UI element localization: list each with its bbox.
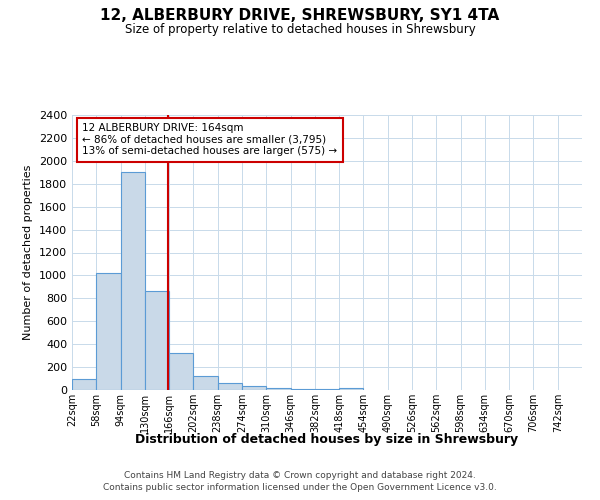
- Text: Size of property relative to detached houses in Shrewsbury: Size of property relative to detached ho…: [125, 22, 475, 36]
- Bar: [193, 376, 218, 390]
- Y-axis label: Number of detached properties: Number of detached properties: [23, 165, 34, 340]
- Bar: [96, 273, 121, 390]
- Bar: [121, 172, 145, 390]
- Bar: [145, 292, 169, 390]
- Bar: [72, 378, 96, 390]
- Text: 12 ALBERBURY DRIVE: 164sqm
← 86% of detached houses are smaller (3,795)
13% of s: 12 ALBERBURY DRIVE: 164sqm ← 86% of deta…: [82, 123, 337, 156]
- Bar: [266, 388, 290, 390]
- Bar: [169, 353, 193, 390]
- Text: Distribution of detached houses by size in Shrewsbury: Distribution of detached houses by size …: [136, 432, 518, 446]
- Bar: [339, 388, 364, 390]
- Text: Contains public sector information licensed under the Open Government Licence v3: Contains public sector information licen…: [103, 484, 497, 492]
- Bar: [218, 383, 242, 390]
- Bar: [242, 386, 266, 390]
- Text: Contains HM Land Registry data © Crown copyright and database right 2024.: Contains HM Land Registry data © Crown c…: [124, 471, 476, 480]
- Bar: [290, 389, 315, 390]
- Text: 12, ALBERBURY DRIVE, SHREWSBURY, SY1 4TA: 12, ALBERBURY DRIVE, SHREWSBURY, SY1 4TA: [100, 8, 500, 22]
